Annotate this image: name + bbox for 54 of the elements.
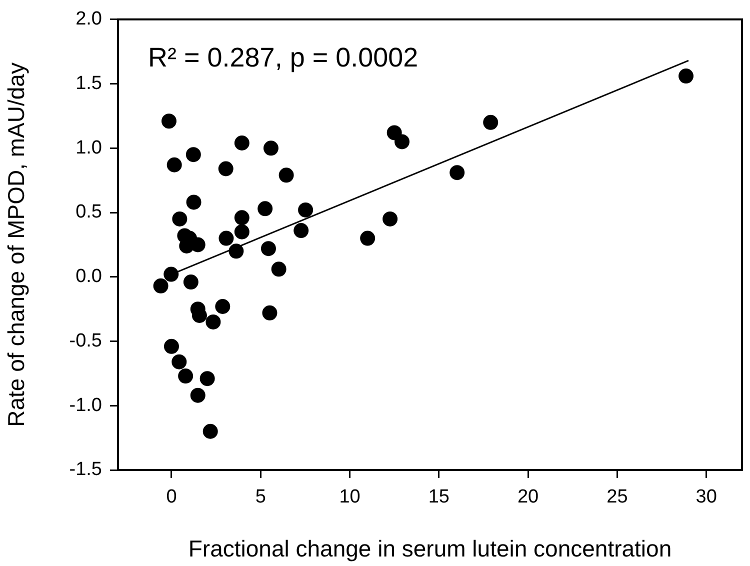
point [263,140,278,156]
point [215,298,230,314]
point [234,210,250,226]
point [234,135,250,150]
point [360,230,376,246]
x-tick-label: 15 [428,486,450,508]
point [394,134,410,150]
point [186,194,202,210]
point [483,114,498,130]
y-tick-label: 1.5 [76,73,102,94]
point [218,230,234,246]
point [178,368,194,384]
point [260,241,276,256]
x-axis-title: Fractional change in serum lutein concentration [188,536,672,562]
point [234,224,250,240]
x-tick-label: 20 [517,486,539,508]
point [298,202,314,218]
point [450,165,465,180]
point [218,161,234,176]
x-tick-label: 25 [606,486,628,508]
y-tick-label: 0.5 [76,202,102,223]
point [678,68,694,84]
point [271,262,286,277]
point [153,278,168,294]
point [228,244,244,259]
y-tick-label: -0.5 [69,330,102,352]
point [190,388,206,403]
y-tick-label: 1.0 [76,137,102,158]
point [172,354,187,370]
point [262,305,278,320]
point [294,223,309,238]
point [258,201,273,216]
annotation: R² = 0.287, p = 0.0002 [148,42,418,72]
point [186,147,201,162]
point [206,314,221,330]
y-tick-label: -1.0 [69,394,102,416]
point [183,274,198,290]
x-tick-label: 0 [166,486,177,508]
point [200,371,215,386]
point [164,266,179,282]
point [172,211,188,226]
y-tick-label: 0.0 [76,266,102,288]
point [166,157,182,172]
x-tick-label: 10 [339,486,360,508]
point [278,168,294,183]
point [202,424,218,439]
y-tick-label: 2.0 [76,8,102,30]
point [164,338,179,354]
point [161,114,176,129]
y-axis-title: Rate of change of MPOD, mAU/day [3,62,30,427]
x-tick-label: 5 [255,486,266,508]
point [382,211,398,226]
x-tick-label: 30 [696,486,717,508]
y-tick-label: -1.5 [69,459,102,480]
